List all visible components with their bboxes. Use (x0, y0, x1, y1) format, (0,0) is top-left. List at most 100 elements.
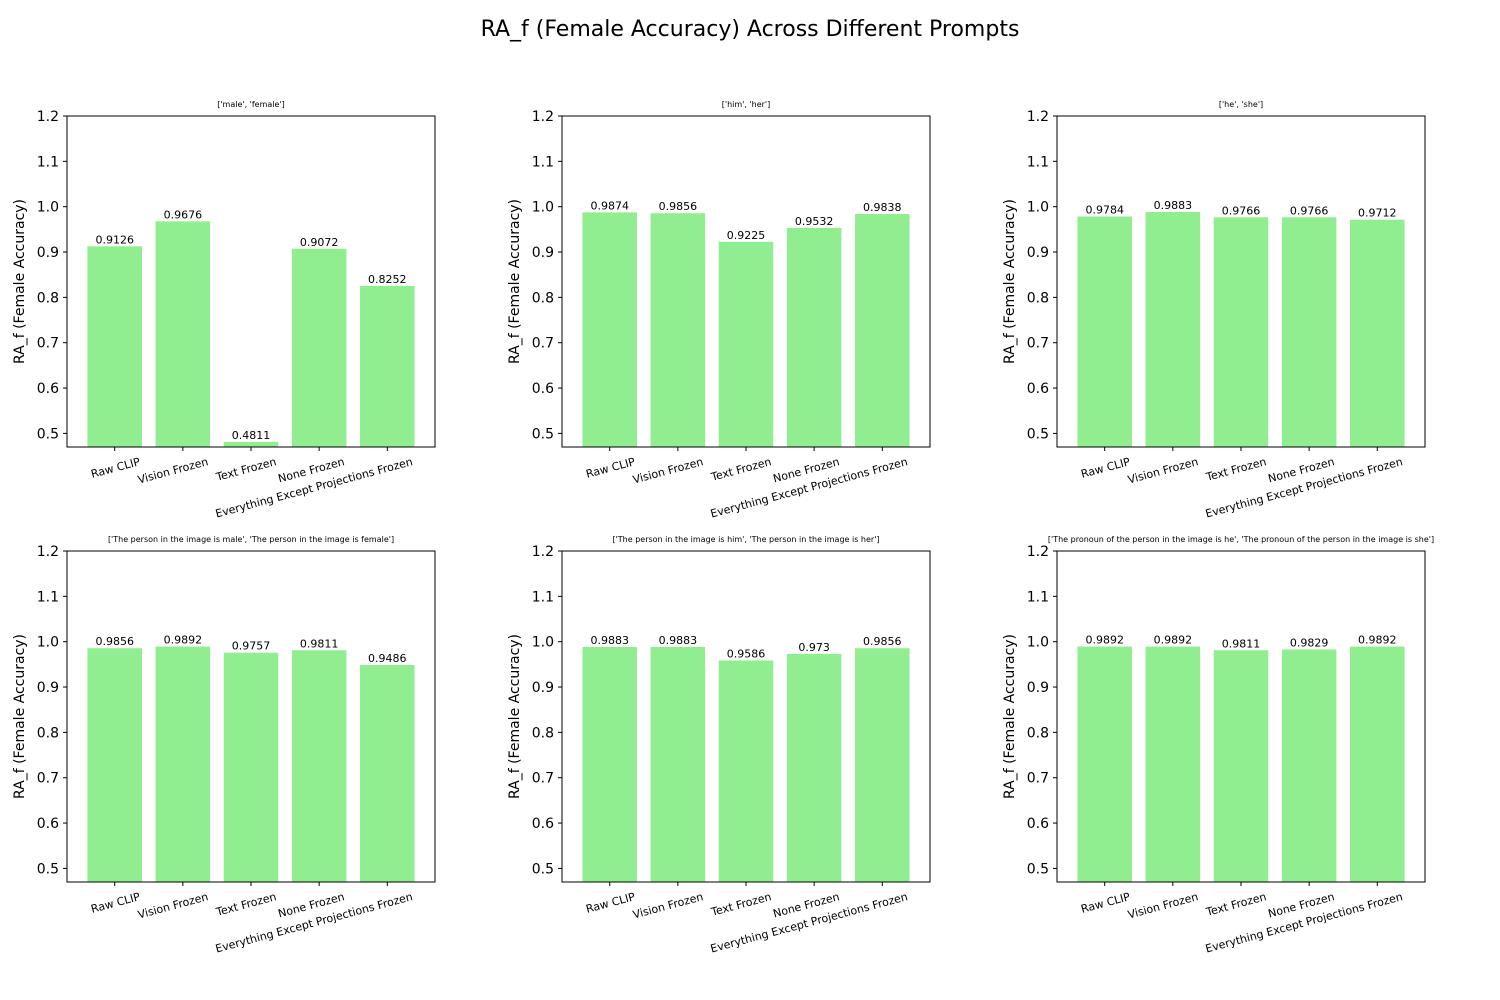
bar-value-label: 0.9811 (1222, 637, 1261, 650)
y-tick-label: 0.9 (532, 680, 554, 696)
bar-value-label: 0.9532 (795, 215, 834, 228)
y-tick-label: 0.6 (1027, 381, 1049, 397)
panels: ['male', 'female'] RA_f (Female Accuracy)… (12, 100, 1434, 955)
bar-value-label: 0.9586 (727, 647, 766, 660)
y-axis-label: RA_f (Female Accuracy) (1002, 634, 1018, 799)
bar (291, 248, 347, 447)
y-tick-label: 1.0 (532, 635, 554, 651)
y-tick-label: 0.7 (532, 336, 554, 352)
axes-frame (1056, 115, 1426, 448)
axes-frame (561, 550, 931, 883)
chart-panel: ['he', 'she'] RA_f (Female Accuracy) 0.5 0.… (1002, 100, 1426, 520)
y-tick-label: 1.2 (532, 109, 554, 125)
y-tick-label: 0.7 (532, 771, 554, 787)
y-tick-label: 0.9 (1027, 680, 1049, 696)
panel-title: ['The person in the image is male', 'The… (108, 535, 394, 544)
axes-frame (66, 115, 436, 448)
bar-value-label: 0.9766 (1222, 204, 1261, 217)
chart-panel: ['The person in the image is him', 'The … (507, 535, 931, 955)
y-tick-label: 0.5 (1027, 861, 1049, 877)
y-tick-label: 1.1 (37, 589, 59, 605)
axes-frame (1056, 550, 1426, 883)
bar-value-label: 0.9892 (1154, 634, 1193, 647)
bar (291, 650, 347, 882)
chart-panel: ['male', 'female'] RA_f (Female Accuracy)… (12, 100, 436, 520)
bar-value-label: 0.9892 (164, 634, 203, 647)
y-tick-label: 0.6 (532, 381, 554, 397)
y-tick-label: 0.6 (532, 816, 554, 832)
bar-value-label: 0.9126 (95, 233, 134, 246)
y-tick-label: 1.2 (1027, 544, 1049, 560)
bar-value-label: 0.9712 (1358, 207, 1397, 220)
y-tick-label: 1.1 (1027, 154, 1049, 170)
y-tick-label: 0.8 (532, 290, 554, 306)
bar (1213, 217, 1269, 447)
y-tick-label: 1.0 (37, 200, 59, 216)
y-tick-label: 0.9 (37, 245, 59, 261)
bar (1350, 646, 1405, 882)
y-tick-label: 0.8 (1027, 290, 1049, 306)
y-tick-label: 1.0 (1027, 200, 1049, 216)
y-tick-label: 1.2 (532, 544, 554, 560)
bar (650, 213, 706, 447)
y-tick-label: 0.8 (37, 725, 59, 741)
y-tick-label: 0.8 (37, 290, 59, 306)
axes-frame (561, 115, 931, 448)
bar-value-label: 0.9883 (1154, 199, 1193, 212)
y-tick-label: 0.9 (37, 680, 59, 696)
bar-value-label: 0.9225 (727, 229, 766, 242)
y-tick-label: 0.5 (37, 861, 59, 877)
bar-value-label: 0.9486 (368, 652, 407, 665)
bar-value-label: 0.8252 (368, 273, 407, 286)
bar-value-label: 0.9892 (1085, 634, 1124, 647)
y-tick-label: 0.8 (532, 725, 554, 741)
panel-title: ['him', 'her'] (722, 100, 771, 109)
y-tick-label: 1.0 (532, 200, 554, 216)
y-tick-label: 1.2 (1027, 109, 1049, 125)
y-tick-label: 0.6 (37, 816, 59, 832)
bar (855, 214, 910, 447)
bar (360, 285, 415, 447)
bar-value-label: 0.9883 (659, 634, 698, 647)
bar-value-label: 0.9856 (659, 200, 698, 213)
bar (718, 241, 774, 447)
y-tick-label: 0.6 (1027, 816, 1049, 832)
bar (1077, 216, 1132, 447)
bar-value-label: 0.9838 (863, 201, 902, 214)
y-tick-label: 1.0 (37, 635, 59, 651)
bar-value-label: 0.9784 (1085, 203, 1124, 216)
bar (650, 646, 706, 882)
y-tick-label: 0.5 (532, 426, 554, 442)
panel-title: ['he', 'she'] (1219, 100, 1263, 109)
bar (155, 221, 211, 447)
y-axis-label: RA_f (Female Accuracy) (1002, 199, 1018, 364)
y-tick-label: 0.7 (1027, 336, 1049, 352)
bar (786, 227, 842, 447)
y-tick-label: 1.1 (532, 589, 554, 605)
bar (1145, 646, 1201, 882)
bar-value-label: 0.9676 (164, 208, 203, 221)
bar-value-label: 0.9856 (863, 635, 902, 648)
y-tick-label: 0.7 (37, 771, 59, 787)
bar-value-label: 0.9766 (1290, 204, 1329, 217)
y-tick-label: 1.2 (37, 109, 59, 125)
bar-value-label: 0.9856 (95, 635, 134, 648)
bar (582, 646, 637, 882)
panel-title: ['male', 'female'] (217, 100, 285, 109)
y-tick-label: 0.7 (37, 336, 59, 352)
bar (360, 664, 415, 882)
bar (87, 246, 142, 447)
bar-value-label: 0.9892 (1358, 634, 1397, 647)
axes-frame (66, 550, 436, 883)
bar-value-label: 0.973 (798, 641, 830, 654)
y-tick-label: 0.5 (37, 426, 59, 442)
bar-value-label: 0.9072 (300, 236, 339, 249)
y-tick-label: 1.1 (532, 154, 554, 170)
y-tick-label: 0.9 (532, 245, 554, 261)
bar (1281, 649, 1337, 882)
y-tick-label: 1.1 (37, 154, 59, 170)
y-tick-label: 1.0 (1027, 635, 1049, 651)
y-axis-label: RA_f (Female Accuracy) (12, 199, 28, 364)
bar (718, 660, 774, 882)
